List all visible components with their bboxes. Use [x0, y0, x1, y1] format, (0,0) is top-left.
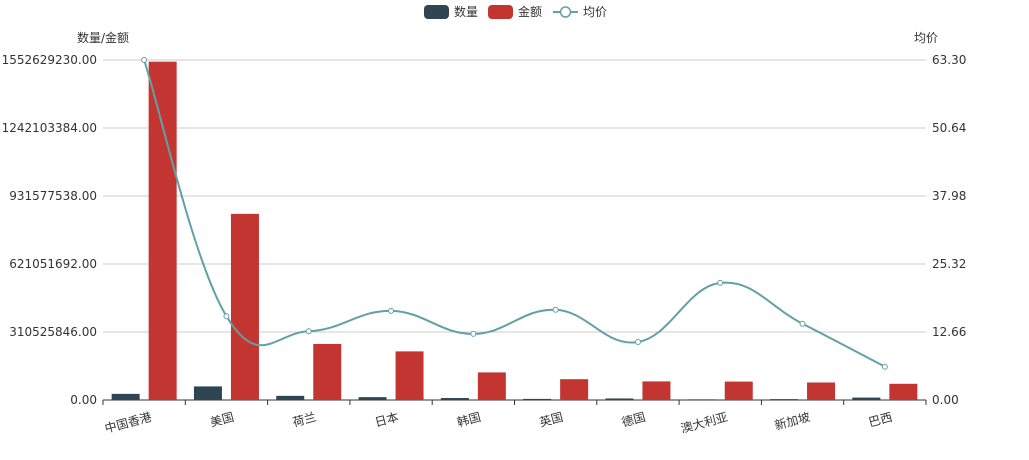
point-均价-中国香港[interactable]: [141, 57, 148, 63]
point-均价-英国[interactable]: [552, 306, 559, 313]
bar-金额-中国香港[interactable]: [148, 61, 177, 400]
category-label: 日本: [373, 410, 400, 430]
legend-label: 数量: [454, 4, 478, 19]
left-axis-ticks: 0.00 310525846.00 621051692.00 931577538.00…: [2, 53, 97, 407]
right-tick-label: 12.66: [932, 325, 966, 339]
bar-数量-韩国[interactable]: [440, 398, 469, 400]
bar-数量-荷兰[interactable]: [276, 395, 305, 400]
point-均价-澳大利亚[interactable]: [717, 279, 724, 286]
bar-金额-英国[interactable]: [560, 379, 589, 400]
right-tick-label: 25.32: [932, 257, 966, 271]
right-tick-label: 63.30: [932, 53, 966, 67]
x-axis: 中国香港 美国 荷兰 日本 韩国 英国 德国 澳大利亚 新加坡 巴西: [102, 400, 927, 436]
line-series: [141, 57, 888, 370]
left-axis-name: 数量/金额: [77, 30, 129, 45]
gridlines: [103, 59, 926, 401]
right-axis-ticks: 0.00 12.66 25.32 37.98 50.64 63.30: [932, 53, 966, 407]
point-均价-德国[interactable]: [634, 338, 641, 345]
point-均价-日本[interactable]: [388, 307, 395, 314]
bar-金额-荷兰[interactable]: [313, 343, 342, 400]
category-label: 新加坡: [773, 409, 812, 433]
point-均价-巴西[interactable]: [881, 363, 888, 370]
bar-金额-巴西[interactable]: [889, 383, 918, 400]
legend[interactable]: 数量 金额 均价: [424, 4, 607, 19]
right-axis-name: 均价: [914, 31, 938, 45]
bar-金额-德国[interactable]: [642, 381, 671, 400]
point-均价-新加坡[interactable]: [799, 320, 806, 327]
bar-金额-新加坡[interactable]: [807, 382, 836, 400]
category-label: 荷兰: [291, 410, 318, 430]
category-label: 美国: [209, 410, 236, 430]
bar-金额-韩国[interactable]: [477, 372, 506, 400]
legend-swatch: [488, 5, 513, 19]
point-均价-韩国[interactable]: [470, 330, 477, 337]
bar-金额-美国[interactable]: [230, 213, 259, 400]
bar-数量-德国[interactable]: [605, 398, 634, 400]
legend-swatch: [424, 5, 449, 19]
legend-item-均价[interactable]: 均价: [553, 5, 607, 19]
bar-金额-日本[interactable]: [395, 351, 424, 400]
bar-数量-日本[interactable]: [358, 397, 387, 400]
left-tick-label: 931577538.00: [9, 189, 97, 203]
bar-数量-澳大利亚[interactable]: [687, 399, 716, 400]
point-均价-荷兰[interactable]: [305, 328, 312, 335]
right-tick-label: 37.98: [932, 189, 966, 203]
bar-数量-英国[interactable]: [523, 398, 552, 400]
legend-marker: [559, 6, 572, 18]
left-tick-label: 1242103384.00: [2, 121, 97, 135]
left-tick-label: 621051692.00: [9, 257, 97, 271]
category-label: 巴西: [867, 410, 894, 430]
left-tick-label: 1552629230.00: [2, 53, 97, 67]
legend-label: 金额: [518, 4, 542, 19]
point-均价-美国[interactable]: [223, 313, 230, 320]
category-label: 澳大利亚: [679, 410, 729, 436]
category-label: 英国: [538, 410, 565, 430]
right-tick-label: 0.00: [932, 393, 959, 407]
bar-数量-中国香港[interactable]: [111, 393, 140, 400]
bars: [111, 61, 918, 400]
left-tick-label: 310525846.00: [9, 325, 97, 339]
category-label: 中国香港: [103, 409, 153, 436]
left-tick-label: 0.00: [70, 393, 97, 407]
bar-数量-巴西[interactable]: [852, 397, 881, 400]
category-label: 韩国: [455, 409, 482, 430]
bar-数量-美国[interactable]: [193, 386, 222, 400]
bar-数量-新加坡[interactable]: [770, 399, 799, 400]
legend-item-金额[interactable]: 金额: [488, 4, 542, 19]
bar-金额-澳大利亚[interactable]: [724, 381, 753, 400]
category-label: 德国: [620, 409, 647, 430]
legend-label: 均价: [583, 5, 607, 19]
legend-item-数量[interactable]: 数量: [424, 4, 478, 19]
right-tick-label: 50.64: [932, 121, 966, 135]
